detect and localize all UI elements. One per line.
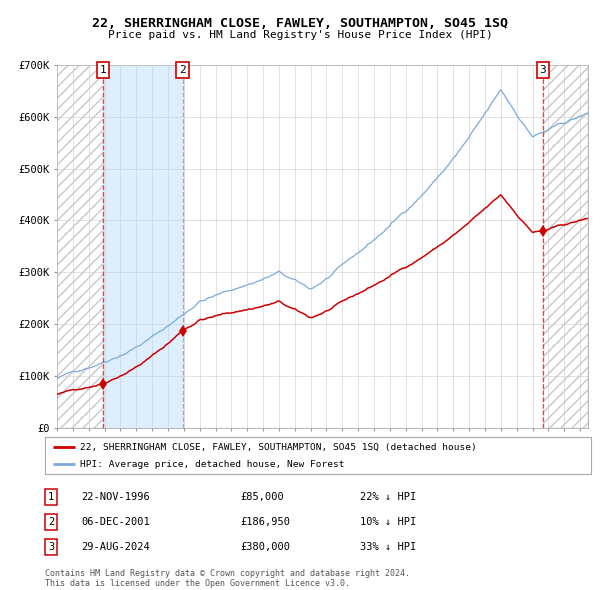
Bar [543, 65, 588, 428]
Text: £85,000: £85,000 [240, 493, 284, 502]
Text: 3: 3 [48, 542, 54, 552]
Text: 2: 2 [48, 517, 54, 527]
Text: 06-DEC-2001: 06-DEC-2001 [81, 517, 150, 527]
Text: 22-NOV-1996: 22-NOV-1996 [81, 493, 150, 502]
Text: 2: 2 [179, 65, 186, 75]
Text: 22% ↓ HPI: 22% ↓ HPI [360, 493, 416, 502]
Text: £186,950: £186,950 [240, 517, 290, 527]
Text: 22, SHERRINGHAM CLOSE, FAWLEY, SOUTHAMPTON, SO45 1SQ (detached house): 22, SHERRINGHAM CLOSE, FAWLEY, SOUTHAMPT… [80, 442, 477, 452]
Text: 1: 1 [100, 65, 106, 75]
Text: 33% ↓ HPI: 33% ↓ HPI [360, 542, 416, 552]
Text: 29-AUG-2024: 29-AUG-2024 [81, 542, 150, 552]
Text: 1: 1 [48, 493, 54, 502]
Text: Contains HM Land Registry data © Crown copyright and database right 2024.: Contains HM Land Registry data © Crown c… [45, 569, 410, 578]
Text: This data is licensed under the Open Government Licence v3.0.: This data is licensed under the Open Gov… [45, 579, 350, 588]
Bar [103, 65, 182, 428]
Text: Price paid vs. HM Land Registry's House Price Index (HPI): Price paid vs. HM Land Registry's House … [107, 30, 493, 40]
Text: HPI: Average price, detached house, New Forest: HPI: Average price, detached house, New … [80, 460, 345, 469]
Text: £380,000: £380,000 [240, 542, 290, 552]
Text: 10% ↓ HPI: 10% ↓ HPI [360, 517, 416, 527]
Text: 22, SHERRINGHAM CLOSE, FAWLEY, SOUTHAMPTON, SO45 1SQ: 22, SHERRINGHAM CLOSE, FAWLEY, SOUTHAMPT… [92, 17, 508, 30]
Bar [57, 65, 103, 428]
Text: 3: 3 [539, 65, 547, 75]
